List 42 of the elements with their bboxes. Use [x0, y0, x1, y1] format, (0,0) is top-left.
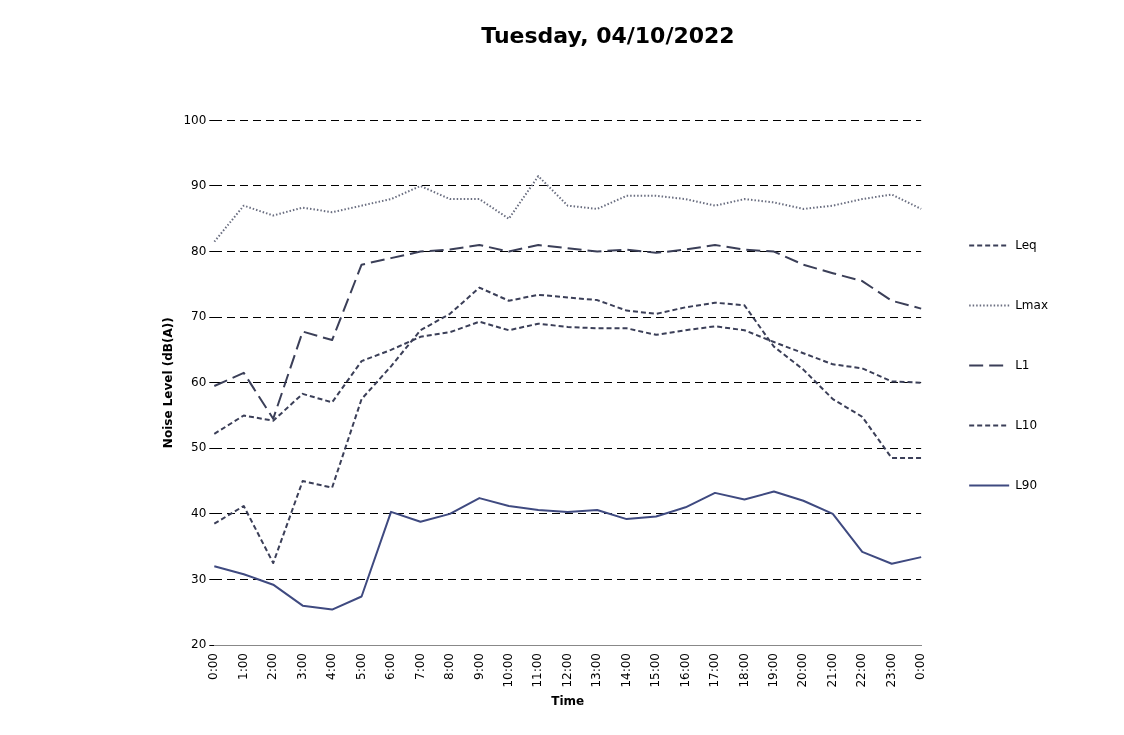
x-tick-label: 16:00 — [677, 653, 692, 688]
x-tick-label: 1:00 — [235, 653, 250, 680]
x-tick-label: 19:00 — [766, 653, 781, 688]
y-tick-label: 100 — [183, 112, 207, 127]
x-tick-label: 13:00 — [589, 653, 604, 688]
x-tick-label: 15:00 — [648, 653, 663, 688]
y-tick-label: 90 — [191, 178, 207, 193]
y-tick-label: 20 — [191, 637, 207, 652]
x-tick-label: 4:00 — [324, 653, 339, 680]
x-tick-label: 6:00 — [383, 653, 398, 680]
x-tick-label: 20:00 — [795, 653, 810, 688]
x-axis-title: Time — [551, 693, 585, 708]
x-tick-label: 7:00 — [412, 653, 427, 680]
y-tick-label: 30 — [191, 571, 207, 586]
x-tick-label: 11:00 — [530, 653, 545, 688]
x-tick-label: 0:00 — [913, 653, 928, 680]
legend-label: Lmax — [1015, 297, 1049, 312]
x-tick-label: 8:00 — [442, 653, 457, 680]
x-tick-label: 10:00 — [500, 653, 515, 688]
y-tick-label: 40 — [191, 505, 207, 520]
legend-label: L90 — [1015, 477, 1038, 492]
chart-title: Tuesday, 04/10/2022 — [481, 22, 735, 48]
x-tick-label: 14:00 — [618, 653, 633, 688]
x-tick-label: 2:00 — [265, 653, 280, 680]
legend-label: L1 — [1015, 357, 1030, 372]
x-tick-label: 12:00 — [559, 653, 574, 688]
x-tick-label: 23:00 — [883, 653, 898, 688]
legend-label: Leq — [1015, 237, 1037, 252]
x-tick-label: 18:00 — [736, 653, 751, 688]
x-tick-label: 0:00 — [206, 653, 221, 680]
x-tick-label: 21:00 — [824, 653, 839, 688]
x-tick-label: 3:00 — [294, 653, 309, 680]
legend-label: L10 — [1015, 417, 1038, 432]
x-tick-label: 17:00 — [707, 653, 722, 688]
x-tick-label: 5:00 — [353, 653, 368, 680]
y-tick-label: 50 — [191, 440, 207, 455]
y-tick-label: 80 — [191, 243, 207, 258]
y-axis-title: Noise Level (dB(A)) — [161, 317, 176, 449]
x-tick-label: 22:00 — [854, 653, 869, 688]
y-tick-label: 70 — [191, 309, 207, 324]
y-tick-label: 60 — [191, 374, 207, 389]
x-tick-label: 9:00 — [471, 653, 486, 680]
